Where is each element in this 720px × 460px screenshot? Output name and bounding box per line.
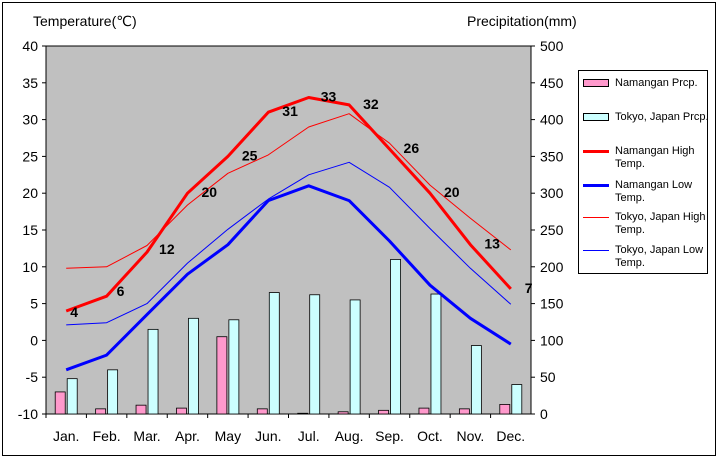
legend-label-namangan-low: Namangan Low Temp. (615, 179, 693, 204)
high-temp-data-label: 13 (484, 236, 500, 252)
plot-area (45, 45, 532, 415)
legend-label-namangan-prcp: Namangan Prcp. (615, 77, 698, 89)
tokyo-japan-high-temp-line (66, 113, 512, 269)
left-tick-label: -5 (26, 369, 39, 385)
namangan-prcp-bar (54, 391, 66, 415)
x-tick-label: Oct. (417, 428, 443, 444)
tokyo-prcp-bar (349, 299, 361, 415)
legend-swatch-namangan-prcp (583, 79, 609, 87)
namangan-prcp-bar (458, 408, 470, 415)
tokyo-prcp-bar (268, 292, 280, 415)
left-tick-label: 0 (30, 332, 38, 348)
x-tick-label: Sep. (375, 428, 404, 444)
high-temp-data-label: 25 (242, 147, 258, 163)
legend: Namangan Prcp. Tokyo, Japan Prcp. Namang… (578, 70, 709, 274)
tokyo-prcp-bar (107, 369, 119, 415)
high-temp-data-label: 20 (444, 184, 460, 200)
high-temp-data-label: 4 (70, 304, 78, 320)
namangan-prcp-bar (378, 409, 389, 415)
left-axis-title: Temperature(℃) (33, 13, 137, 29)
namangan-prcp-bar (297, 412, 309, 415)
right-tick-label: 400 (540, 112, 564, 128)
tokyo-japan-low-temp-line (66, 161, 512, 326)
namangan-prcp-bar (216, 336, 228, 415)
namangan-prcp-bar (135, 404, 147, 415)
right-tick-label: 200 (540, 259, 564, 275)
left-tick-label: -10 (18, 406, 38, 422)
tokyo-prcp-bar (430, 293, 442, 415)
high-temp-data-label: 26 (404, 140, 420, 156)
left-tick-label: 10 (22, 259, 38, 275)
legend-swatch-namangan-high (583, 150, 609, 153)
right-tick-label: 0 (540, 406, 548, 422)
namangan-prcp-bar (176, 407, 187, 415)
x-tick-label: Aug. (335, 428, 364, 444)
legend-swatch-tokyo-high (583, 217, 609, 218)
x-tick-label: Jul. (298, 428, 320, 444)
right-tick-label: 50 (540, 369, 556, 385)
right-axis-title: Precipitation(mm) (467, 13, 577, 29)
tokyo-prcp-bar (228, 319, 240, 415)
left-tick-label: 35 (22, 75, 38, 91)
legend-swatch-tokyo-prcp (583, 113, 609, 121)
right-tick-label: 450 (540, 75, 564, 91)
high-temp-data-label: 32 (363, 96, 379, 112)
tokyo-prcp-bar (390, 259, 401, 415)
high-temp-data-label: 7 (525, 280, 533, 296)
left-tick-label: 15 (22, 222, 38, 238)
legend-label-tokyo-low: Tokyo, Japan Low Temp. (615, 244, 704, 269)
right-tick-label: 350 (540, 148, 564, 164)
left-tick-label: 25 (22, 148, 38, 164)
right-tick-label: 100 (540, 332, 564, 348)
namangan-prcp-bar (418, 407, 430, 415)
left-tick-label: 20 (22, 185, 38, 201)
tokyo-prcp-bar (511, 384, 523, 415)
legend-label-tokyo-high: Tokyo, Japan High Temp. (615, 211, 706, 236)
legend-swatch-tokyo-low (583, 250, 609, 251)
x-tick-label: Feb. (93, 428, 121, 444)
x-tick-label: Jan. (53, 428, 79, 444)
tokyo-prcp-bar (309, 294, 321, 415)
high-temp-data-label: 12 (159, 241, 175, 257)
x-tick-label: Apr. (175, 428, 200, 444)
tokyo-prcp-bar (470, 345, 482, 415)
namangan-prcp-bar (499, 404, 511, 415)
namangan-prcp-bar (95, 408, 107, 415)
legend-label-tokyo-prcp: Tokyo, Japan Prcp. (615, 111, 709, 123)
namangan-prcp-bar (256, 408, 268, 415)
x-tick-label: Dec. (496, 428, 525, 444)
left-tick-label: 30 (22, 112, 38, 128)
namangan-prcp-bar (337, 411, 349, 415)
legend-label-namangan-high: Namangan High Temp. (615, 145, 695, 170)
right-tick-label: 500 (540, 38, 564, 54)
tokyo-prcp-bar (66, 378, 78, 415)
left-tick-label: 5 (30, 296, 38, 312)
x-tick-label: Jun. (255, 428, 281, 444)
left-tick-label: 40 (22, 38, 38, 54)
namangan-high-temp-line (65, 96, 512, 313)
tokyo-prcp-bar (188, 317, 199, 415)
right-tick-label: 250 (540, 222, 564, 238)
namangan-low-temp-line (65, 184, 512, 372)
high-temp-data-label: 33 (321, 89, 337, 105)
tokyo-prcp-bar (147, 328, 159, 415)
high-temp-data-label: 6 (117, 283, 125, 299)
high-temp-data-label: 20 (201, 184, 217, 200)
x-tick-label: Mar. (133, 428, 160, 444)
right-tick-label: 300 (540, 185, 564, 201)
right-tick-label: 150 (540, 296, 564, 312)
chart-frame (2, 2, 716, 456)
legend-swatch-namangan-low (583, 184, 609, 187)
x-tick-label: Nov. (457, 428, 485, 444)
x-tick-label: May (215, 428, 241, 444)
high-temp-data-label: 31 (282, 103, 298, 119)
